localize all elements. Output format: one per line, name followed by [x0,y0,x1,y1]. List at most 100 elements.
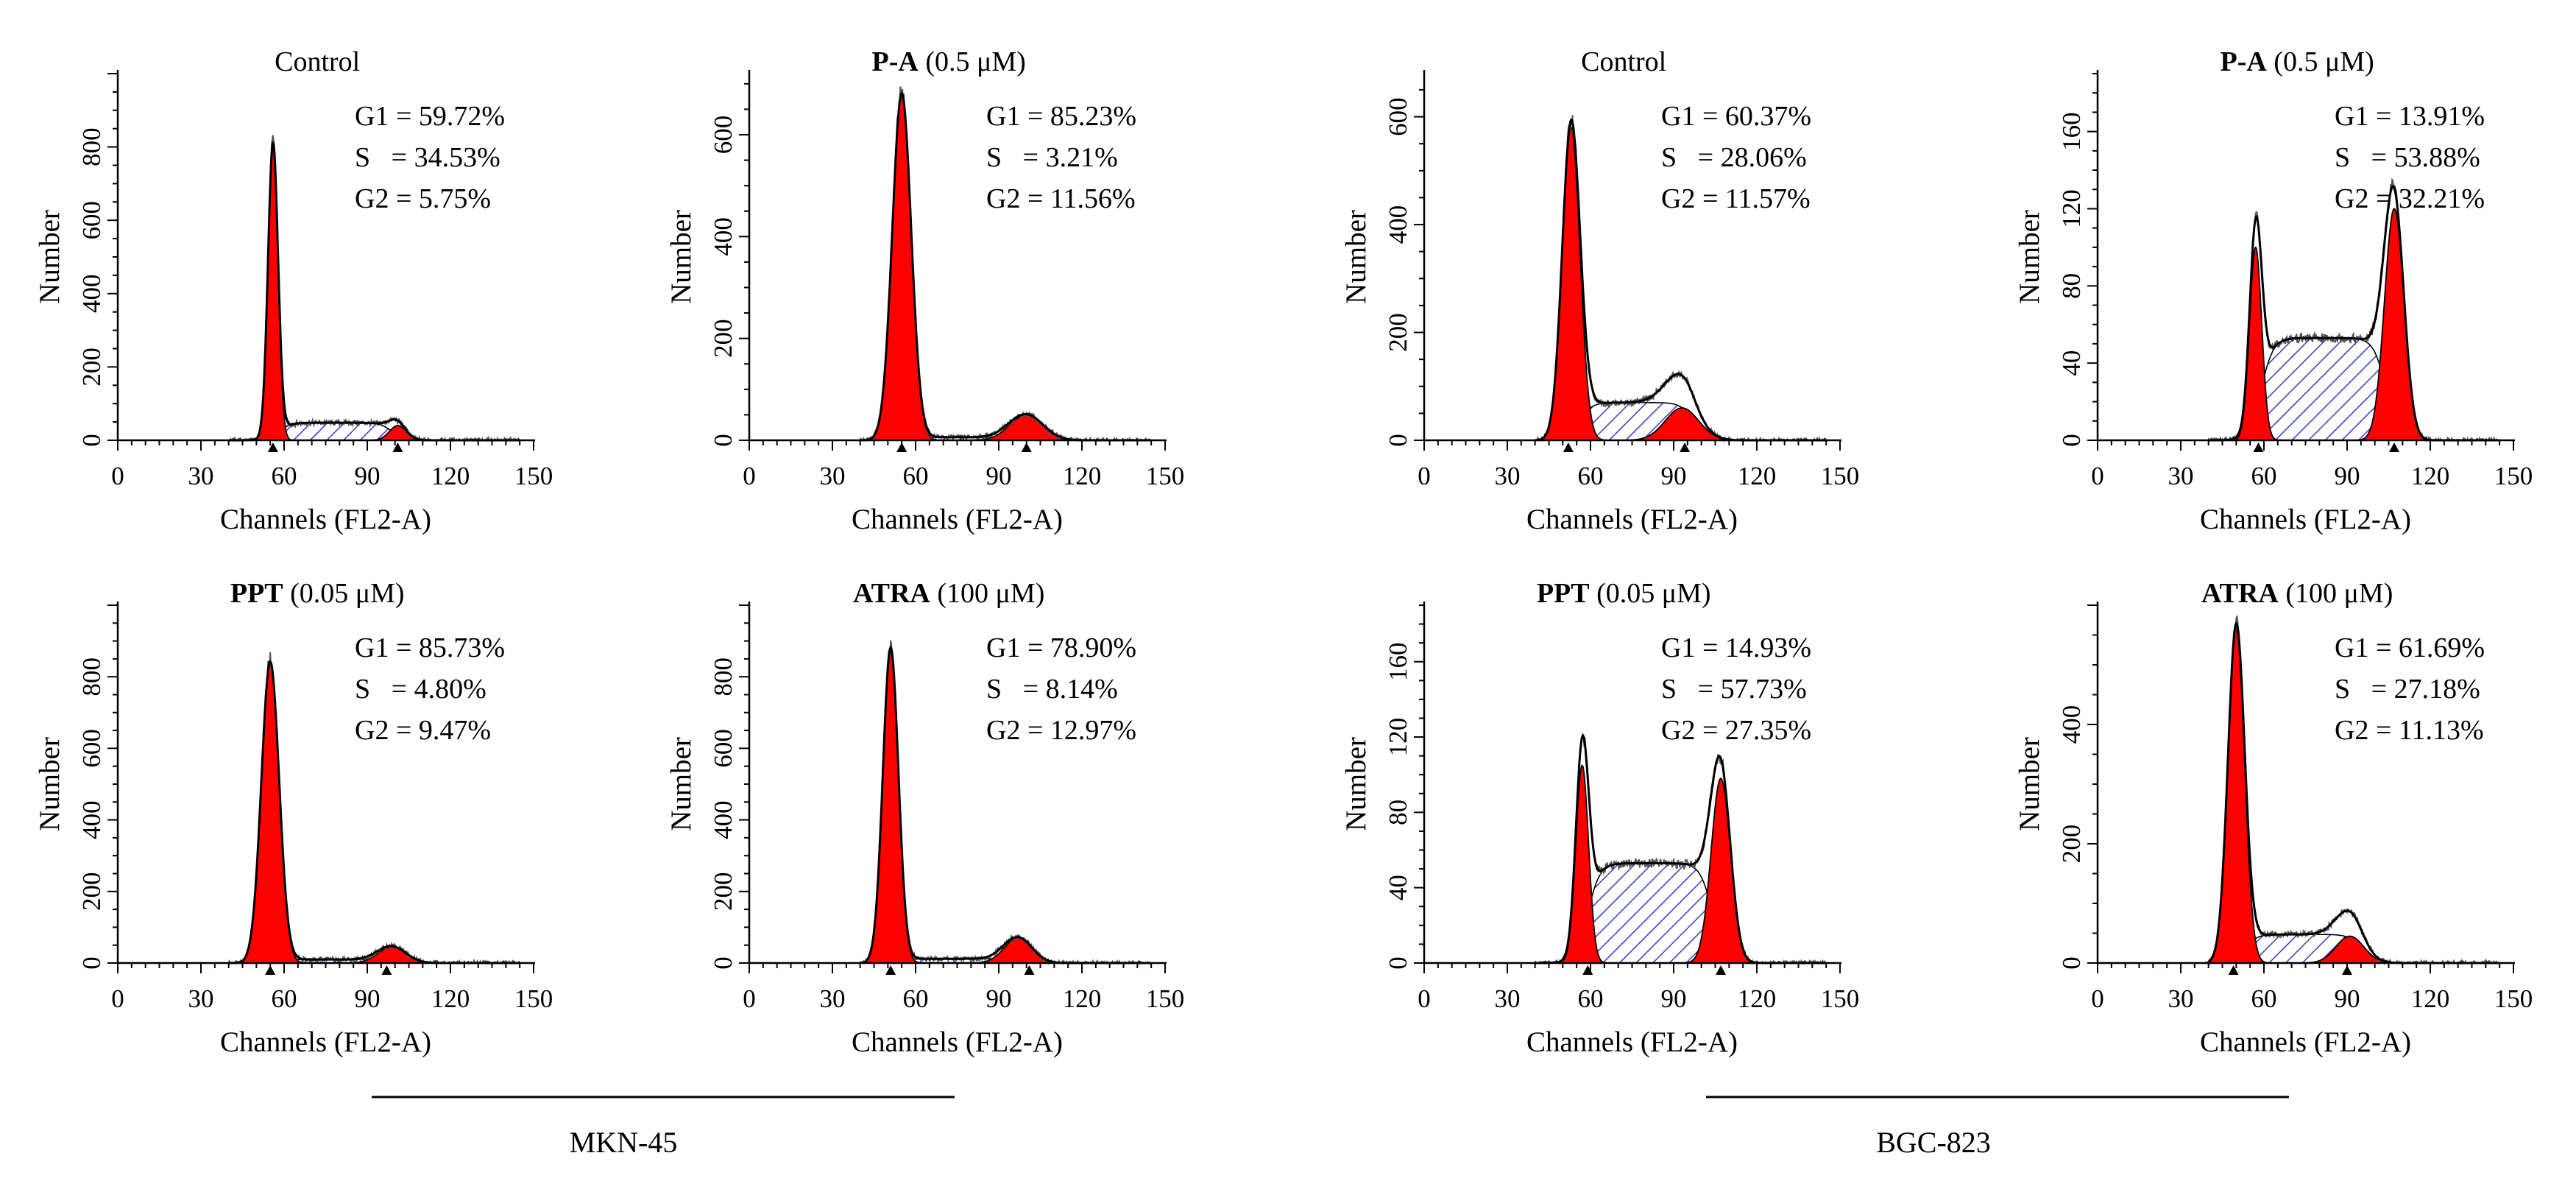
y-tick-label: 400 [709,217,737,256]
y-tick-label: 200 [77,872,106,911]
x-axis-label: Channels (FL2-A) [1526,504,1738,535]
panel-title: Control [275,46,360,77]
y-tick-label: 400 [1384,205,1412,244]
x-tick-label: 90 [355,462,381,490]
x-tick-label: 120 [1063,984,1102,1013]
x-tick-label: 60 [1578,462,1604,490]
x-tick-label: 120 [2411,462,2450,490]
x-tick-label: 120 [1738,462,1777,490]
cell-cycle-stat: G1 = 61.69% [2335,632,2485,663]
panel-title: P-A (0.5 μM) [872,46,1026,77]
y-tick-label: 0 [2057,956,2086,970]
y-tick-label: 800 [77,127,106,166]
cell-cycle-stat: S = 28.06% [1661,142,1807,173]
g1-marker [896,442,907,452]
cell-cycle-stat: G1 = 85.23% [986,101,1136,132]
x-tick-label: 30 [1495,462,1521,490]
panel-title: ATRA (100 μM) [853,578,1044,609]
g1-peak-area [861,93,942,441]
y-tick-label: 80 [1384,800,1412,825]
histogram-panel-2: 0 30 60 90 120 150 0 200 400 600 Channels (FL2-A) N… [665,46,1184,535]
g2-marker [381,965,392,975]
cell-cycle-stat: S = 27.18% [2335,674,2480,705]
y-tick-label: 400 [77,275,106,314]
y-tick-label: 120 [2057,189,2086,228]
y-tick-label: 80 [2057,273,2086,299]
x-tick-label: 90 [986,462,1012,490]
x-tick-label: 90 [1661,984,1687,1013]
cell-cycle-stat: G1 = 85.73% [355,632,505,663]
x-tick-label: 30 [2168,984,2194,1013]
panel-title-condition: (0.05 μM) [283,578,405,609]
x-tick-label: 150 [1146,984,1185,1013]
x-tick-label: 30 [820,462,846,490]
g1-marker [1563,442,1574,452]
y-tick-label: 0 [709,434,737,447]
g2-marker [1716,965,1727,975]
g1-marker [2253,442,2264,452]
cell-cycle-stat: G2 = 11.13% [2335,715,2484,746]
x-tick-label: 0 [743,462,756,490]
panel-title-drug: P-A [2221,46,2268,77]
cell-cycle-stat: G1 = 13.91% [2335,101,2485,132]
x-tick-label: 60 [2251,462,2277,490]
x-axis-label: Channels (FL2-A) [2200,504,2411,535]
x-axis-label: Channels (FL2-A) [852,504,1063,535]
y-tick-label: 160 [1384,642,1412,681]
x-tick-label: 90 [986,984,1012,1013]
g1-peak-area [2201,628,2272,964]
cell-cycle-stat: G1 = 60.37% [1661,101,1811,132]
x-tick-label: 0 [1418,984,1431,1013]
x-tick-label: 0 [111,462,124,490]
x-tick-label: 150 [1821,984,1860,1013]
x-tick-label: 0 [2091,984,2104,1013]
y-tick-label: 0 [77,434,106,447]
x-tick-label: 0 [111,984,124,1013]
g1-peak-area [2229,246,2282,441]
y-tick-label: 40 [2057,350,2086,376]
g1-marker [885,965,896,975]
g1-marker [2228,965,2239,975]
panel-title-condition: (0.05 μM) [1590,578,1711,609]
x-tick-label: 60 [272,462,297,490]
x-axis-label: Channels (FL2-A) [852,1026,1063,1058]
cell-cycle-stat: G2 = 9.47% [355,715,491,746]
y-axis-label: Number [665,737,697,831]
g2-marker [392,442,403,452]
y-axis-label: Number [2014,210,2045,304]
y-tick-label: 0 [709,956,737,970]
x-tick-label: 60 [2251,984,2277,1013]
x-tick-label: 0 [1418,462,1431,490]
g1-peak-area [1533,127,1610,441]
panel-title: Control [1581,46,1666,77]
y-tick-label: 0 [1384,434,1412,447]
x-axis-label: Channels (FL2-A) [1526,1026,1738,1058]
histogram-panel-8: 0 30 60 90 120 150 0 200 400 Channels (FL2-A) Numb… [2014,578,2533,1058]
g1-marker [1582,965,1593,975]
panel-title-drug: ATRA [853,578,930,609]
panel-title: PPT (0.05 μM) [230,578,405,609]
x-tick-label: 60 [272,984,297,1013]
x-tick-label: 0 [743,984,756,1013]
y-tick-label: 600 [77,201,106,240]
g2-marker [2342,965,2352,975]
y-axis-label: Number [34,210,66,304]
cell-cycle-stat: G1 = 59.72% [355,101,505,132]
x-tick-label: 120 [2411,984,2450,1013]
panel-title-condition: Control [275,46,360,77]
cell-cycle-stat: G1 = 14.93% [1661,632,1811,663]
x-tick-label: 30 [188,462,214,490]
x-tick-label: 150 [1821,462,1860,490]
cell-cycle-stat: S = 34.53% [355,142,500,173]
cell-cycle-stat: S = 53.88% [2335,142,2480,173]
y-tick-label: 200 [709,319,737,358]
cell-cycle-stat: G1 = 78.90% [986,632,1136,663]
y-tick-label: 0 [2057,434,2086,447]
panel-title-condition: (100 μM) [930,578,1044,609]
g2-marker [2389,442,2400,452]
g1-peak-area [251,146,294,441]
x-tick-label: 120 [1063,462,1102,490]
histogram-panel-4: 0 30 60 90 120 150 0 40 80 120 160 Channels (FL2-A)… [2014,46,2533,535]
g1-peak-area [232,661,308,964]
